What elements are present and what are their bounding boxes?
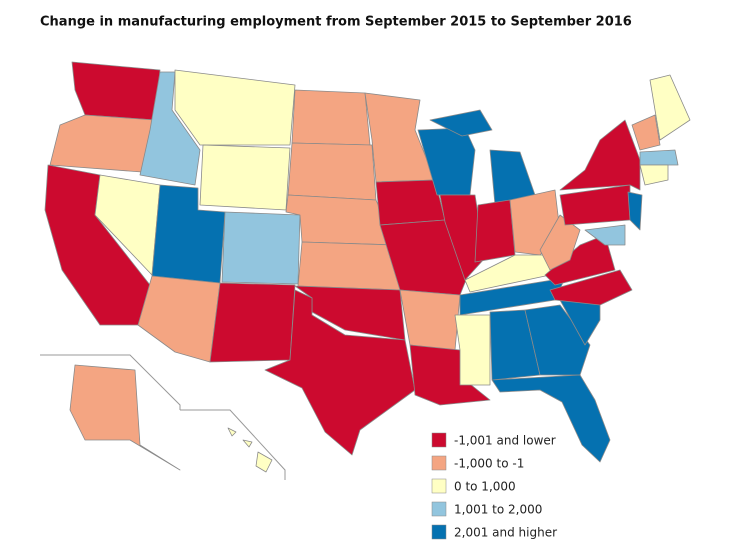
state [544,234,616,286]
state [454,314,491,386]
state [209,282,296,363]
state [242,439,253,448]
state [549,269,633,306]
state [631,114,661,151]
state [649,74,691,141]
state [255,451,273,473]
legend-label: -1,001 and lower [454,434,556,448]
state [439,194,486,281]
state [627,191,643,231]
state [221,211,301,285]
state [49,114,156,173]
map-title: Change in manufacturing employment from … [40,15,632,30]
state [399,289,461,351]
legend-label: 1,001 to 2,000 [454,503,542,517]
state [71,61,161,121]
state [227,427,237,437]
state [69,364,181,471]
states [44,61,691,473]
state [264,289,416,456]
legend-swatch [431,455,447,471]
inset-line [180,409,286,480]
state [524,304,591,376]
legend-swatch [431,432,447,448]
state [199,144,291,211]
state [559,119,641,191]
state [559,184,631,226]
legend-swatch [431,524,447,540]
state [139,71,201,186]
inset-frame [40,354,286,480]
state [379,219,471,296]
legend-label: 0 to 1,000 [454,480,516,494]
state [297,241,401,291]
state [491,374,611,463]
legend-label: 2,001 and higher [454,526,557,540]
state [474,199,516,263]
state [539,214,581,271]
legend-swatch [431,478,447,494]
state [287,142,377,201]
state [584,224,626,246]
state [174,69,296,146]
state [639,164,669,186]
state [429,109,493,137]
legend-swatch [431,501,447,517]
state [291,89,371,146]
legend-label: -1,000 to -1 [454,457,524,471]
inset-line [40,354,181,410]
legend: -1,001 and lower -1,000 to -1 0 to 1,000 1,… [431,432,557,540]
state [639,149,679,166]
state [137,275,221,363]
